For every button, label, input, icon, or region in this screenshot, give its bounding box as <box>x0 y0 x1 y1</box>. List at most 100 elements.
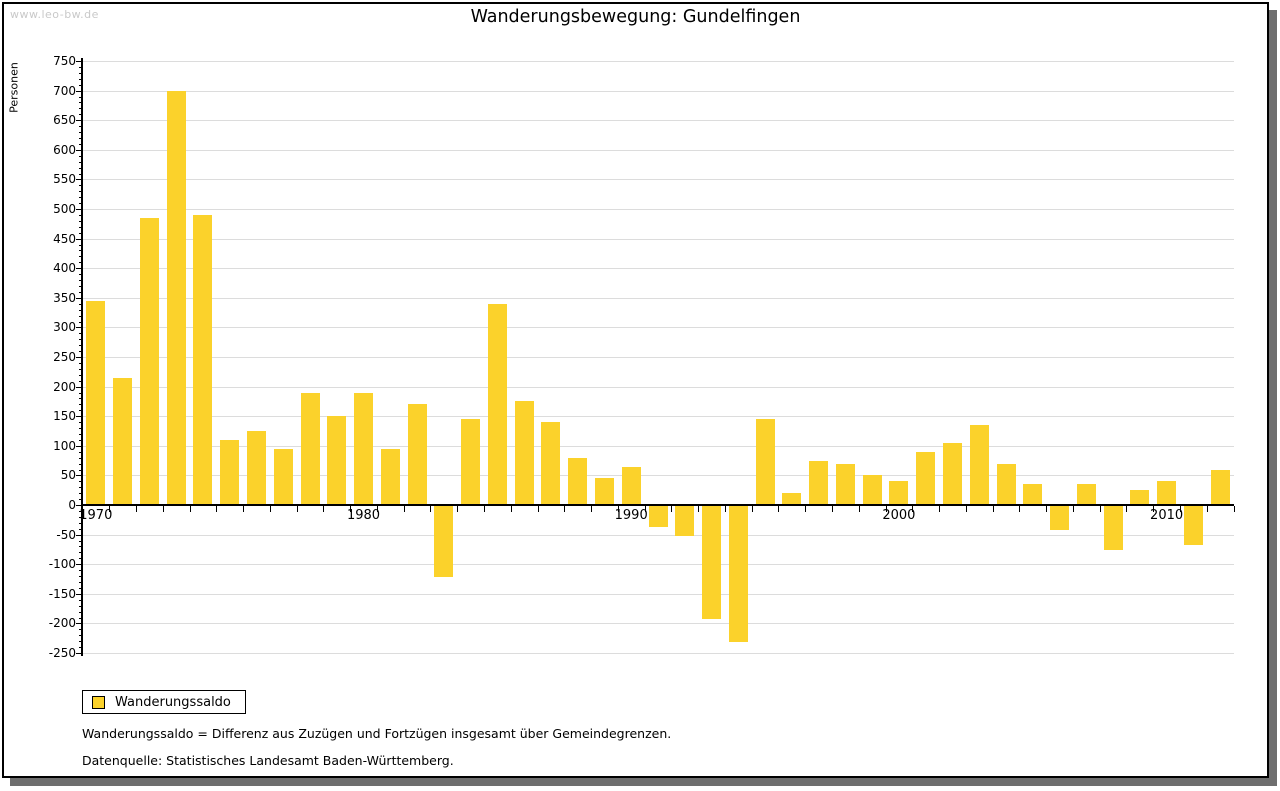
bar-1985 <box>487 303 507 505</box>
bar-1991 <box>648 506 668 527</box>
y-tick-minor <box>79 434 82 435</box>
bar-1971 <box>113 377 133 505</box>
gridline <box>82 445 1234 447</box>
y-tick-label: 250 <box>53 350 76 364</box>
y-tick-minor <box>79 380 82 382</box>
x-tick <box>1019 506 1021 512</box>
y-tick-minor <box>79 191 82 193</box>
y-tick-major <box>76 61 82 62</box>
y-tick-minor <box>79 617 82 619</box>
y-tick-minor <box>79 143 82 145</box>
y-tick-minor <box>79 66 82 68</box>
gridline <box>82 534 1234 536</box>
bar-2002 <box>942 442 962 505</box>
y-tick-major <box>76 120 82 122</box>
y-tick-minor <box>79 398 82 400</box>
bar-2000 <box>889 481 909 505</box>
chart-window: www.leo-bw.de Wanderungsbewegung: Gundel… <box>2 2 1269 778</box>
y-tick-minor <box>79 428 82 429</box>
y-tick-minor <box>79 439 82 441</box>
y-tick-major <box>76 593 82 595</box>
y-axis-label: Personen <box>7 62 21 113</box>
y-tick-label: 700 <box>53 83 76 98</box>
y-tick-minor <box>79 303 82 305</box>
y-tick-minor <box>79 173 82 175</box>
x-tick <box>457 506 459 512</box>
y-tick-major <box>76 297 82 299</box>
y-tick-minor <box>79 528 82 530</box>
y-tick-label: 350 <box>53 290 76 305</box>
y-tick-major <box>76 416 82 418</box>
x-tick <box>805 506 807 512</box>
y-tick-minor <box>79 457 82 459</box>
gridline <box>82 209 1234 210</box>
x-tick <box>724 506 726 512</box>
y-tick-minor <box>79 522 82 524</box>
gridline <box>82 327 1234 329</box>
y-tick-label: 200 <box>53 379 76 394</box>
x-tick <box>403 506 405 512</box>
y-tick-minor <box>79 463 82 465</box>
y-tick-minor <box>79 499 82 501</box>
y-tick-label: 650 <box>53 113 76 128</box>
x-tick <box>1153 506 1155 512</box>
y-tick-minor <box>79 161 82 163</box>
y-tick-minor <box>79 197 82 199</box>
footnote-definition: Wanderungssaldo = Differenz aus Zuzügen … <box>82 726 672 741</box>
bar-1999 <box>862 475 882 505</box>
x-tick <box>751 506 753 512</box>
y-tick-label: -100 <box>48 557 76 572</box>
x-tick <box>698 506 700 512</box>
bar-1981 <box>380 448 400 505</box>
x-tick-label-1980: 1980 <box>346 508 381 523</box>
bar-1979 <box>327 416 347 505</box>
x-tick <box>778 506 780 512</box>
x-tick <box>430 506 432 512</box>
y-tick-major <box>76 90 82 92</box>
bar-1989 <box>594 478 614 505</box>
watermark: www.leo-bw.de <box>10 8 99 21</box>
x-tick <box>323 506 325 512</box>
y-tick-minor <box>79 333 82 335</box>
bar-1973 <box>166 90 186 505</box>
x-tick <box>483 506 485 512</box>
x-tick <box>296 506 298 512</box>
x-tick <box>912 506 914 512</box>
gridline <box>82 653 1234 654</box>
bar-2008 <box>1103 506 1123 551</box>
bar-1978 <box>300 392 320 505</box>
y-tick-major <box>76 327 82 329</box>
y-tick-minor <box>79 256 82 258</box>
y-tick-major <box>76 475 82 477</box>
bar-1986 <box>514 401 534 505</box>
x-tick <box>992 506 994 512</box>
y-tick-minor <box>79 481 82 483</box>
bar-2006 <box>1050 506 1069 530</box>
gridline <box>82 268 1234 270</box>
x-tick <box>1206 506 1208 512</box>
y-tick-major <box>76 238 82 240</box>
x-tick-label-2010: 2010 <box>1150 508 1184 523</box>
legend-label: Wanderungssaldo <box>115 694 231 710</box>
x-tick <box>1126 506 1128 512</box>
gridline <box>82 61 1234 62</box>
y-tick-minor <box>79 641 82 643</box>
y-tick-minor <box>79 629 82 631</box>
y-tick-major <box>76 534 82 536</box>
legend-box: Wanderungssaldo <box>82 690 246 714</box>
x-tick <box>350 506 352 512</box>
y-tick-minor <box>79 102 82 104</box>
x-tick <box>832 506 833 512</box>
bar-1972 <box>139 217 159 505</box>
gridline <box>82 623 1234 625</box>
x-tick <box>1072 506 1074 512</box>
gridline <box>82 90 1234 92</box>
y-tick-major <box>76 209 82 210</box>
y-tick-minor <box>79 362 82 364</box>
y-tick-minor <box>79 451 82 453</box>
x-tick <box>939 506 940 512</box>
y-tick-minor <box>79 286 82 287</box>
x-tick-label-1990: 1990 <box>614 508 648 523</box>
y-tick-minor <box>79 422 82 424</box>
y-tick-label: 100 <box>53 438 76 453</box>
